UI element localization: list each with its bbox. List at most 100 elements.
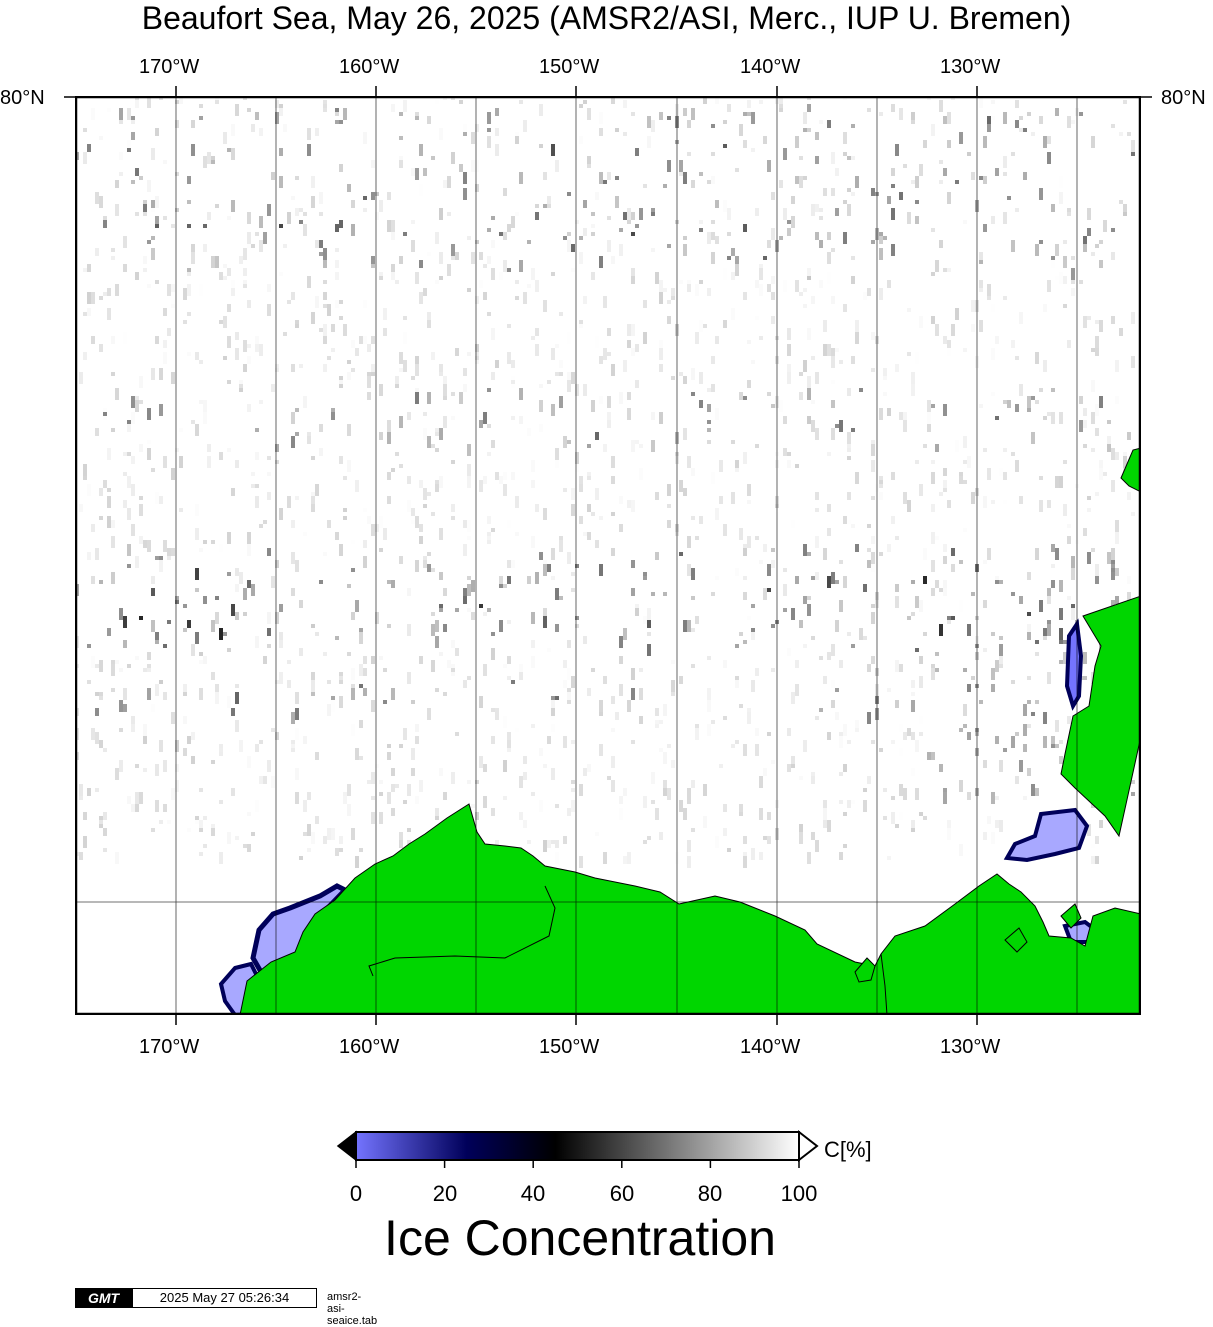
ice-cell xyxy=(1087,208,1091,220)
ice-cell xyxy=(803,304,807,308)
ice-cell xyxy=(147,448,151,460)
ice-cell xyxy=(1067,596,1071,600)
right-lat-label-80n: 80°N xyxy=(1161,87,1206,109)
ice-cell xyxy=(475,352,479,356)
ice-cell xyxy=(731,440,735,444)
ice-cell xyxy=(819,708,823,712)
ice-cell xyxy=(879,480,883,484)
ice-cell xyxy=(251,484,255,488)
ice-cell xyxy=(443,588,447,596)
ice-cell xyxy=(391,768,395,776)
ice-cell xyxy=(747,500,751,504)
ice-cell xyxy=(307,792,311,800)
ice-cell xyxy=(815,572,819,580)
ice-cell xyxy=(163,308,167,316)
ice-cell xyxy=(387,420,391,432)
ice-cell xyxy=(235,460,239,468)
ice-cell xyxy=(847,388,851,396)
ice-cell xyxy=(871,444,875,456)
ice-cell xyxy=(399,416,403,428)
ice-cell xyxy=(731,308,735,320)
ice-cell xyxy=(871,440,875,444)
ice-cell xyxy=(463,188,467,200)
ice-cell xyxy=(139,176,143,180)
ice-cell xyxy=(515,212,519,216)
ice-cell xyxy=(351,688,355,700)
ice-cell xyxy=(751,148,755,152)
ice-cell xyxy=(803,644,807,648)
ice-cell xyxy=(1003,472,1007,480)
ice-cell xyxy=(883,236,887,240)
ice-cell xyxy=(1059,476,1063,488)
ice-cell xyxy=(155,556,159,560)
ice-cell xyxy=(195,820,199,824)
ice-cell xyxy=(235,692,239,704)
ice-cell xyxy=(1083,652,1087,664)
ice-cell xyxy=(475,812,479,820)
ice-cell xyxy=(219,544,223,552)
ice-cell xyxy=(431,348,435,360)
ice-cell xyxy=(191,120,195,128)
ice-cell xyxy=(1003,448,1007,452)
ice-cell xyxy=(1027,396,1031,408)
ice-cell xyxy=(575,220,579,224)
ice-cell xyxy=(203,400,207,412)
ice-cell xyxy=(407,500,411,512)
ice-cell xyxy=(583,296,587,304)
ice-cell xyxy=(607,352,611,356)
ice-cell xyxy=(387,496,391,504)
ice-cell xyxy=(87,484,91,496)
ice-cell xyxy=(491,708,495,712)
ice-cell xyxy=(159,368,163,380)
ice-cell xyxy=(375,192,379,196)
ice-cell xyxy=(447,176,451,188)
ice-cell xyxy=(327,356,331,360)
ice-cell xyxy=(723,120,727,124)
ice-cell xyxy=(583,228,587,236)
ice-cell xyxy=(523,756,527,764)
ice-cell xyxy=(935,580,939,588)
ice-cell xyxy=(131,116,135,120)
ice-cell xyxy=(567,640,571,648)
ice-cell xyxy=(687,120,691,128)
ice-cell xyxy=(207,444,211,452)
ice-cell xyxy=(995,168,999,176)
ice-cell xyxy=(543,508,547,520)
ice-cell xyxy=(891,184,895,188)
ice-cell xyxy=(403,728,407,740)
ice-cell xyxy=(323,104,327,108)
ice-cell xyxy=(399,160,403,168)
ice-cell xyxy=(711,152,715,156)
ice-cell xyxy=(79,504,83,512)
ice-cell xyxy=(867,108,871,112)
ice-cell xyxy=(187,268,191,272)
ice-cell xyxy=(911,680,915,688)
ice-cell xyxy=(667,744,671,748)
ice-cell xyxy=(239,572,243,584)
ice-cell xyxy=(423,560,427,568)
ice-cell xyxy=(735,644,739,648)
ice-cell xyxy=(643,300,647,308)
ice-cell xyxy=(767,732,771,736)
ice-cell xyxy=(475,360,479,364)
ice-cell xyxy=(1095,404,1099,416)
ice-cell xyxy=(815,508,819,512)
ice-cell xyxy=(551,404,555,416)
ice-cell xyxy=(587,108,591,120)
ice-cell xyxy=(195,568,199,580)
ice-cell xyxy=(399,464,403,468)
ice-cell xyxy=(1015,208,1019,212)
ice-cell xyxy=(915,352,919,364)
ice-cell xyxy=(151,200,155,208)
ice-cell xyxy=(667,484,671,496)
ice-cell xyxy=(463,368,467,376)
ice-cell xyxy=(811,400,815,404)
ice-cell xyxy=(1063,504,1067,516)
ice-cell xyxy=(911,112,915,124)
ice-cell xyxy=(491,632,495,636)
ice-cell xyxy=(931,472,935,484)
ice-cell xyxy=(455,252,459,260)
ice-cell xyxy=(639,468,643,480)
ice-cell xyxy=(759,852,763,860)
ice-cell xyxy=(579,476,583,484)
